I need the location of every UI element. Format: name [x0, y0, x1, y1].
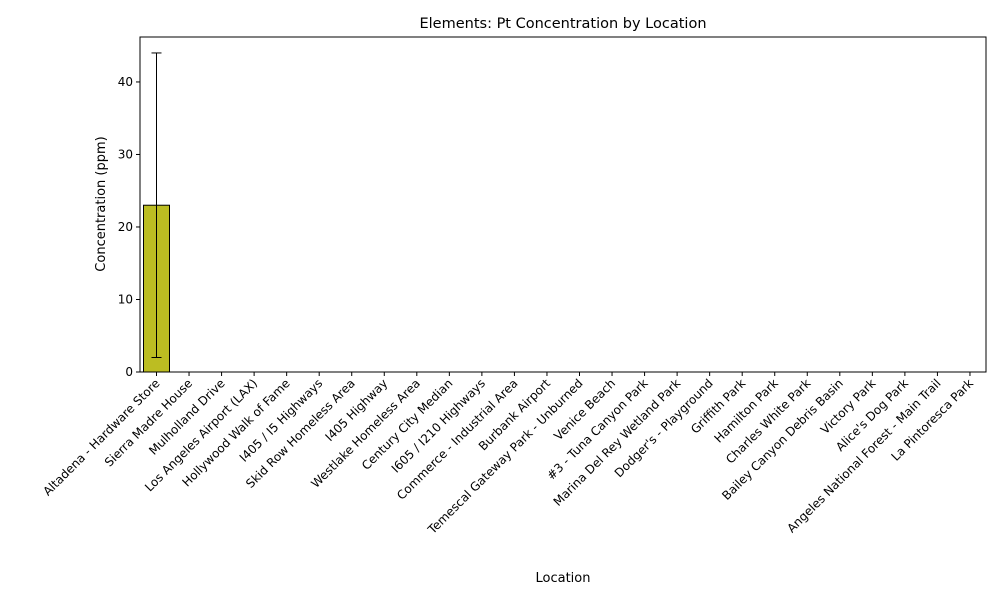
plot-frame — [139, 36, 987, 373]
y-ticks-group: 0 10 20 30 40 — [118, 75, 140, 379]
error-bar-0 — [151, 52, 162, 358]
x-axis-label: Location — [536, 571, 591, 586]
y-tick-label-3: 30 — [118, 147, 133, 161]
y-tick-label-0: 0 — [125, 365, 133, 379]
y-tick-label-2: 20 — [118, 220, 133, 234]
y-axis-label: Concentration (ppm) — [94, 136, 109, 271]
y-tick-label-1: 10 — [118, 292, 133, 306]
error-bars-group — [151, 52, 162, 358]
chart-title: Elements: Pt Concentration by Location — [419, 16, 706, 32]
y-tick-label-4: 40 — [118, 75, 133, 89]
x-tick-label-0: Altadena - Hardware Store — [40, 376, 162, 498]
